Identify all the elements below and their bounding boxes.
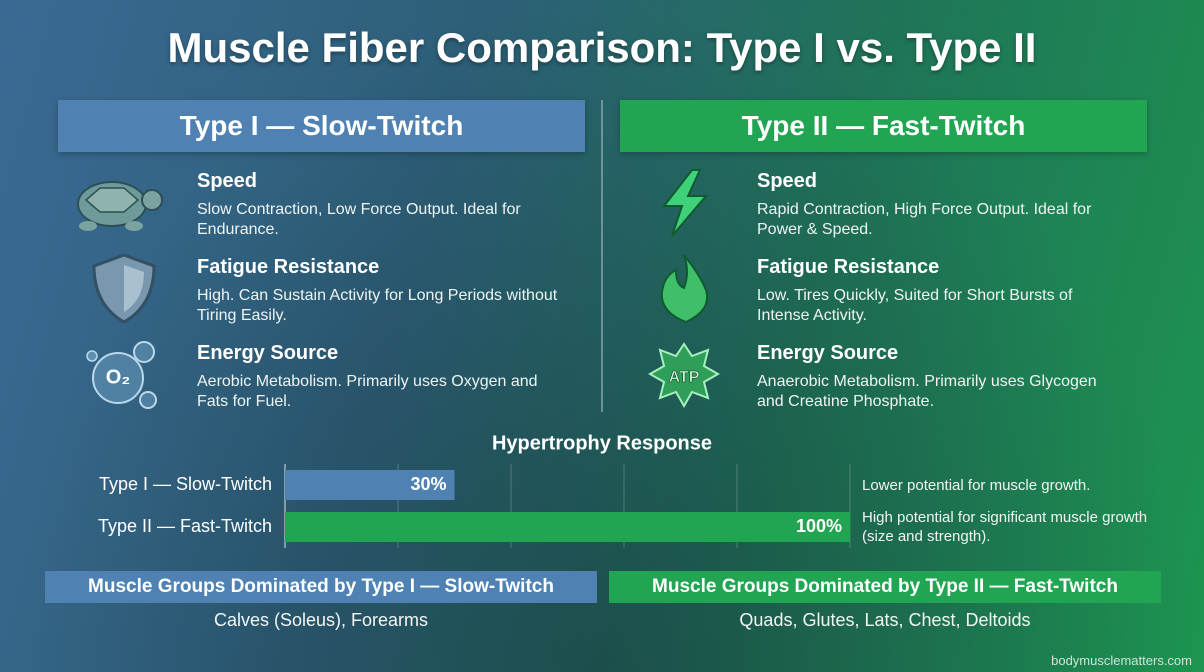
shield-icon: [92, 253, 156, 324]
feature-text: High. Can Sustain Activity for Long Peri…: [197, 287, 558, 324]
bar: [285, 512, 850, 542]
feature-title: Fatigue Resistance: [757, 256, 940, 278]
bubbles-icon: [86, 341, 157, 409]
annotation: Lower potential for muscle growth.: [862, 477, 1091, 494]
feature-text: Low. Tires Quickly, Suited for Short Bur…: [757, 287, 1073, 324]
annotation: High potential for significant muscle gr…: [862, 509, 1148, 545]
lightning-icon: [661, 169, 709, 237]
y-tick-label: Type I — Slow-Twitch: [99, 474, 272, 494]
group-title: Muscle Groups Dominated by Type II — Fas…: [609, 571, 1161, 603]
feature-title: Energy Source: [197, 342, 339, 364]
y-tick-label: Type II — Fast-Twitch: [98, 516, 272, 536]
icon-label: O₂: [106, 366, 130, 388]
value-label: 30%: [410, 474, 446, 494]
column-header: Type I — Slow-Twitch: [58, 100, 585, 152]
feature-title: Fatigue Resistance: [197, 256, 380, 278]
flame-icon: [660, 254, 708, 324]
turtle-icon: [77, 181, 163, 231]
chart-title: Hypertrophy Response: [492, 432, 712, 454]
feature-text: Anaerobic Metabolism. Primarily uses Gly…: [757, 373, 1097, 410]
feature-title: Speed: [197, 170, 258, 192]
atp-icon: [647, 342, 721, 409]
feature-text: Aerobic Metabolism. Primarily uses Oxyge…: [197, 373, 538, 410]
page-title: Muscle Fiber Comparison: Type I vs. Type…: [167, 24, 1037, 71]
feature-text: Rapid Contraction, High Force Output. Id…: [757, 201, 1092, 238]
group-title: Muscle Groups Dominated by Type I — Slow…: [45, 571, 597, 603]
watermark: bodymusclematters.com: [1051, 653, 1192, 668]
group-muscles: Calves (Soleus), Forearms: [213, 610, 429, 630]
value-label: 100%: [796, 516, 842, 536]
feature-title: Speed: [757, 170, 818, 192]
group-muscles: Quads, Glutes, Lats, Chest, Deltoids: [739, 610, 1031, 630]
column-header: Type II — Fast-Twitch: [620, 100, 1147, 152]
icon-label: ATP: [669, 369, 700, 386]
feature-text: Slow Contraction, Low Force Output. Idea…: [197, 201, 521, 238]
feature-title: Energy Source: [757, 342, 899, 364]
bar: [285, 470, 455, 500]
